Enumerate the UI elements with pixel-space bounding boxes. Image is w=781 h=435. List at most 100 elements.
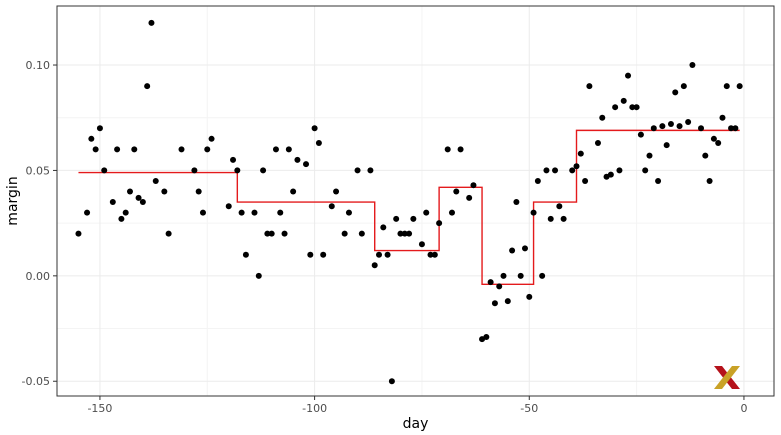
data-point (144, 83, 151, 90)
data-point (410, 215, 417, 222)
data-point (96, 125, 103, 132)
data-point (418, 241, 425, 248)
data-point (427, 251, 434, 258)
step-line (78, 129, 740, 285)
data-point (199, 209, 206, 216)
data-point (118, 215, 125, 222)
data-point (285, 146, 292, 153)
data-point (195, 188, 202, 195)
data-point (178, 146, 185, 153)
data-point (500, 272, 507, 279)
data-point (161, 188, 168, 195)
y-tick-label: 0.00 (26, 270, 51, 283)
data-point (135, 194, 142, 201)
data-point (517, 272, 524, 279)
data-point (509, 247, 516, 254)
data-point (367, 167, 374, 174)
data-point (521, 245, 528, 252)
data-point (650, 125, 657, 132)
data-point (719, 114, 726, 121)
data-point (238, 209, 245, 216)
data-point (612, 104, 619, 111)
x-tick-label: -100 (302, 402, 327, 415)
data-point (655, 177, 662, 184)
data-point (620, 97, 627, 104)
data-point (560, 215, 567, 222)
data-point (268, 230, 275, 237)
data-point (680, 83, 687, 90)
data-point (234, 167, 241, 174)
data-point (637, 131, 644, 138)
data-point (594, 140, 601, 147)
data-point (294, 156, 301, 163)
data-point (148, 19, 155, 26)
data-point (672, 89, 679, 96)
data-point (152, 177, 159, 184)
data-point (384, 251, 391, 258)
x-tick-label: -150 (87, 402, 112, 415)
data-point (423, 209, 430, 216)
data-point (354, 167, 361, 174)
data-point (393, 215, 400, 222)
data-point (573, 163, 580, 170)
data-point (320, 251, 327, 258)
data-point (333, 188, 340, 195)
data-point (586, 83, 593, 90)
data-point (341, 230, 348, 237)
data-point (277, 209, 284, 216)
data-point (131, 146, 138, 153)
data-point (436, 220, 443, 227)
data-point (109, 199, 116, 206)
data-point (642, 167, 649, 174)
data-point (702, 152, 709, 159)
data-point (315, 140, 322, 147)
data-point (723, 83, 730, 90)
data-point (530, 209, 537, 216)
grid-major (57, 6, 774, 396)
data-point (92, 146, 99, 153)
data-point (667, 121, 674, 128)
data-point (448, 209, 455, 216)
data-point (122, 209, 129, 216)
data-point (487, 279, 494, 286)
data-point (625, 72, 632, 79)
data-point (406, 230, 413, 237)
data-point (101, 167, 108, 174)
x-tick-label: -50 (520, 402, 538, 415)
y-axis-title: margin (5, 176, 21, 225)
data-point (191, 167, 198, 174)
data-point (710, 135, 717, 142)
data-point (470, 182, 477, 189)
data-point (126, 188, 133, 195)
data-point (663, 142, 670, 149)
data-point (607, 171, 614, 178)
data-point (676, 123, 683, 130)
step-series-line (78, 129, 740, 285)
data-point (303, 161, 310, 168)
data-point (165, 230, 172, 237)
x-logo-icon (714, 366, 740, 389)
y-tick-label: 0.10 (26, 59, 51, 72)
data-point (311, 125, 318, 132)
y-tick-label: 0.05 (26, 164, 51, 177)
data-point (208, 135, 215, 142)
plot-panel-border (56, 5, 775, 397)
data-point (491, 300, 498, 307)
data-point (204, 146, 211, 153)
data-point (290, 188, 297, 195)
data-point (230, 156, 237, 163)
x-axis-title: day (403, 416, 429, 432)
y-axis: -0.05 0.00 0.05 0.10 (22, 59, 57, 388)
data-point (715, 140, 722, 147)
grid-minor (57, 6, 774, 396)
data-point (139, 199, 146, 206)
data-point (281, 230, 288, 237)
data-point (616, 167, 623, 174)
data-point (328, 203, 335, 210)
data-point (88, 135, 95, 142)
data-point (380, 224, 387, 231)
data-point (401, 230, 408, 237)
data-point (307, 251, 314, 258)
data-point (483, 333, 490, 340)
